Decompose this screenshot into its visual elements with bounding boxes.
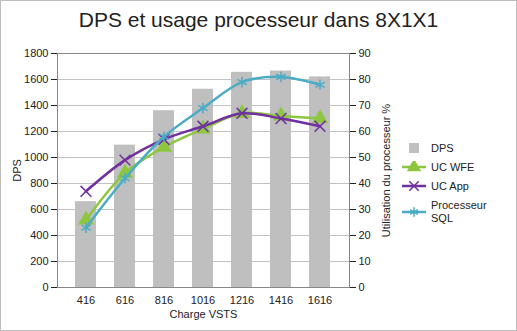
- svg-text:1200: 1200: [24, 125, 48, 137]
- svg-text:40: 40: [359, 177, 371, 189]
- svg-text:0: 0: [359, 281, 365, 293]
- svg-text:1400: 1400: [24, 99, 48, 111]
- svg-text:90: 90: [359, 47, 371, 59]
- svg-text:400: 400: [30, 229, 48, 241]
- svg-text:800: 800: [30, 177, 48, 189]
- svg-text:10: 10: [359, 255, 371, 267]
- svg-text:80: 80: [359, 73, 371, 85]
- svg-text:1600: 1600: [24, 73, 48, 85]
- svg-text:20: 20: [359, 229, 371, 241]
- svg-text:616: 616: [116, 294, 134, 306]
- svg-text:1016: 1016: [191, 294, 215, 306]
- svg-text:1616: 1616: [308, 294, 332, 306]
- svg-text:Utilisation du processeur %: Utilisation du processeur %: [380, 104, 392, 238]
- html-text:UC App: UC App: [431, 179, 469, 192]
- svg-text:1416: 1416: [269, 294, 293, 306]
- svg-text:600: 600: [30, 203, 48, 215]
- svg-text:0: 0: [42, 281, 48, 293]
- svg-text:416: 416: [77, 294, 95, 306]
- html-text:DPS: DPS: [431, 141, 454, 154]
- svg-text:816: 816: [155, 294, 173, 306]
- svg-text:DPS: DPS: [11, 159, 23, 182]
- html-text:DPS et usage processeur dans 8: DPS et usage processeur dans 8X1X1: [78, 8, 439, 31]
- svg-text:70: 70: [359, 99, 371, 111]
- svg-text:200: 200: [30, 255, 48, 267]
- svg-text:30: 30: [359, 203, 371, 215]
- svg-text:50: 50: [359, 151, 371, 163]
- svg-text:1000: 1000: [24, 151, 48, 163]
- svg-text:60: 60: [359, 125, 371, 137]
- svg-text:1216: 1216: [230, 294, 254, 306]
- html-text:Processeur SQL: Processeur SQL: [431, 198, 487, 224]
- svg-text:1800: 1800: [24, 47, 48, 59]
- html-text:UC WFE: UC WFE: [431, 160, 475, 173]
- svg-text:Charge VSTS: Charge VSTS: [170, 308, 238, 320]
